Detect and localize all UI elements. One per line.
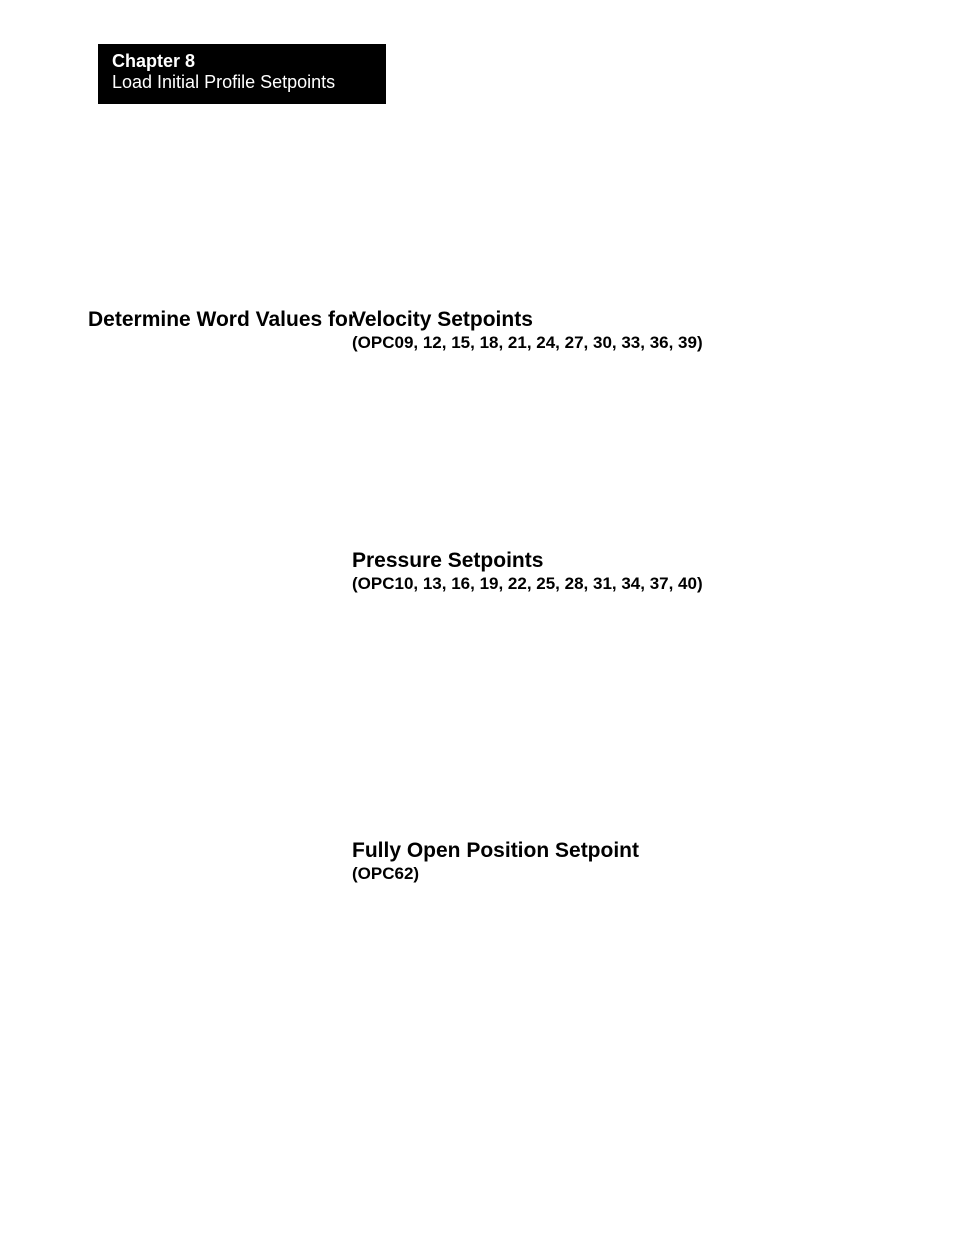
section-heading-pressure: Pressure Setpoints — [352, 549, 543, 573]
section-sub-velocity: (OPC09, 12, 15, 18, 21, 24, 27, 30, 33, … — [352, 333, 703, 353]
chapter-label: Chapter 8 — [112, 52, 372, 72]
left-column-heading: Determine Word Values for — [88, 308, 356, 332]
page-root: Chapter 8 Load Initial Profile Setpoints… — [0, 0, 954, 1235]
section-heading-velocity: Velocity Setpoints — [352, 308, 533, 332]
chapter-box: Chapter 8 Load Initial Profile Setpoints — [98, 44, 386, 104]
chapter-subtitle: Load Initial Profile Setpoints — [112, 72, 372, 94]
section-sub-pressure: (OPC10, 13, 16, 19, 22, 25, 28, 31, 34, … — [352, 574, 703, 594]
section-heading-fully-open: Fully Open Position Setpoint — [352, 839, 639, 863]
section-sub-fully-open: (OPC62) — [352, 864, 419, 884]
